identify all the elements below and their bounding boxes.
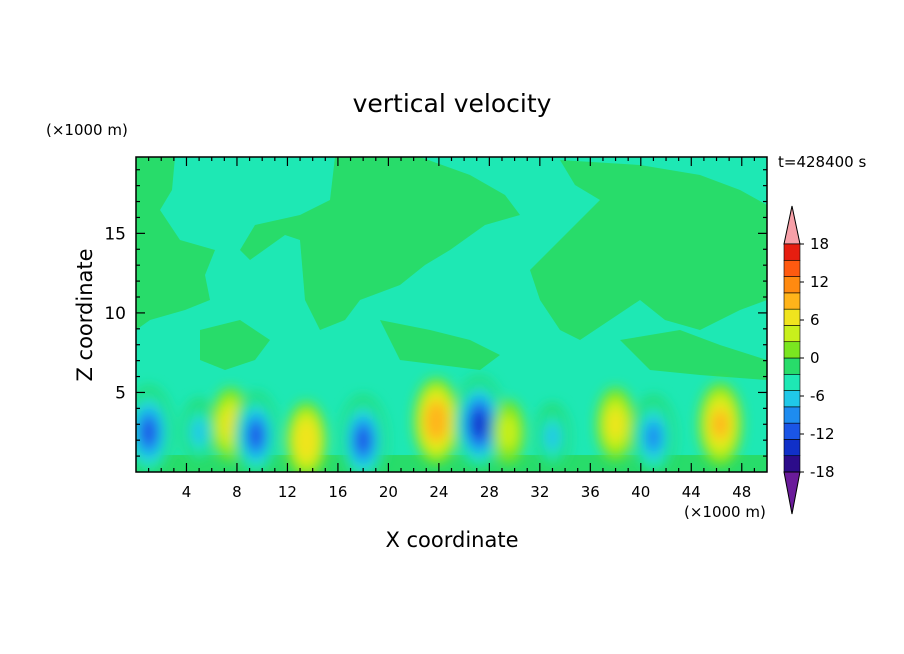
field-blob — [429, 409, 444, 433]
y-unit-label: (×1000 m) — [46, 121, 128, 139]
chart-title: vertical velocity — [353, 89, 552, 118]
upper-positive-patches — [136, 157, 767, 380]
colorbar-bin — [783, 439, 801, 457]
field-blob — [498, 414, 519, 451]
field-blob — [248, 423, 263, 448]
x-tick-label: 12 — [278, 483, 297, 501]
x-tick-label: 44 — [682, 483, 701, 501]
x-tick-label: 28 — [480, 483, 499, 501]
colorbar-bin — [783, 422, 801, 440]
field-blob — [141, 419, 156, 445]
colorbar-label: 12 — [810, 273, 829, 291]
colorbar-bin — [783, 259, 801, 277]
y-ticks — [136, 169, 767, 457]
colorbar-bin — [783, 373, 801, 391]
field-blob — [299, 427, 314, 453]
colorbar-bin — [783, 341, 801, 359]
field-blob — [472, 412, 487, 436]
field-blob — [607, 409, 624, 440]
y-axis-label: Z coordinate — [73, 248, 97, 381]
x-tick-label: 48 — [732, 483, 751, 501]
colorbar — [783, 205, 804, 515]
x-axis-label: X coordinate — [385, 528, 518, 552]
colorbar-bin — [783, 357, 801, 375]
colorbar-bin — [783, 455, 801, 473]
time-label: t=428400 s — [778, 153, 866, 171]
colorbar-label: 0 — [810, 349, 820, 367]
field-blob — [356, 428, 371, 453]
colorbar-label: -6 — [810, 387, 825, 405]
x-tick-label: 8 — [232, 483, 242, 501]
colorbar-bin — [783, 308, 801, 326]
colorbar-bin — [783, 325, 801, 343]
colorbar-bin — [783, 406, 801, 424]
colorbar-labels: 18 12 6 0 -6 -12 -18 — [810, 235, 835, 481]
field-blobs — [136, 376, 743, 472]
x-tick-label: 20 — [379, 483, 398, 501]
x-tick-label: 4 — [182, 483, 192, 501]
x-tick-label: 40 — [631, 483, 650, 501]
colorbar-label: -18 — [810, 463, 835, 481]
y-tick-label: 15 — [104, 224, 126, 244]
x-tick-labels: 4 8 12 16 20 24 28 32 36 40 44 48 — [182, 483, 752, 501]
y-tick-label: 10 — [104, 304, 126, 324]
colorbar-top-arrow — [783, 205, 801, 245]
field-blob — [544, 423, 561, 451]
x-tick-label: 16 — [328, 483, 347, 501]
colorbar-label: -12 — [810, 425, 835, 443]
patch-upper-right — [530, 160, 767, 340]
x-unit-label: (×1000 m) — [684, 503, 766, 521]
field-blob — [712, 410, 729, 438]
colorbar-bin — [783, 390, 801, 408]
x-ticks — [148, 157, 755, 472]
patch-mid-right — [620, 330, 767, 380]
patch-upper-center — [240, 157, 520, 330]
y-tick-labels: 5 10 15 — [104, 224, 126, 403]
field-blob — [191, 418, 207, 447]
field-blob — [645, 423, 662, 451]
colorbar-bottom-arrow — [783, 471, 801, 515]
x-tick-label: 32 — [530, 483, 549, 501]
colorbar-bin — [783, 243, 801, 261]
colorbar-label: 6 — [810, 311, 820, 329]
colorbar-label: 18 — [810, 235, 829, 253]
plot-field — [136, 157, 767, 472]
y-tick-label: 5 — [115, 383, 126, 403]
patch-lower-left — [200, 320, 270, 370]
x-tick-label: 36 — [581, 483, 600, 501]
colorbar-bin — [783, 276, 801, 294]
patch-upper-left — [136, 157, 215, 330]
x-tick-label: 24 — [429, 483, 448, 501]
colorbar-bin — [783, 292, 801, 310]
patch-mid — [380, 320, 500, 370]
